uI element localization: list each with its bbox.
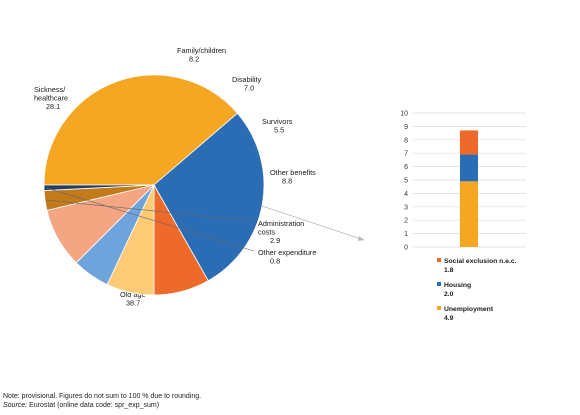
pie-label-family-children: Family/children 8.2 xyxy=(177,46,226,64)
pie-label-administration-costs: Administration costs 2.9 xyxy=(258,219,304,245)
pie-label-sickness-healthcare: Sickness/healthcare 28.1 xyxy=(34,85,68,111)
y-tick-label-1: 1 xyxy=(404,231,408,238)
stacked-bar-chart: 0 1 2 3 4 5 6 7 8 9 10 xyxy=(400,111,526,252)
y-tick-label-2: 2 xyxy=(404,218,408,225)
connector-arrowhead xyxy=(358,236,364,241)
bar-segment-unemployment xyxy=(460,181,478,247)
y-tick-label-10: 10 xyxy=(400,111,408,118)
legend-swatch-unemployment xyxy=(437,306,441,310)
y-tick-label-8: 8 xyxy=(404,137,408,144)
pie-label-other-benefits: Other benefits 8.8 xyxy=(270,168,316,186)
pie-label-other-expenditure: Other expenditure 0.8 xyxy=(258,248,316,266)
pie-chart: Old age 38.7 Sickness/healthcare 28.1 Family… xyxy=(34,46,316,308)
legend-value-housing: 2.0 xyxy=(444,291,454,298)
pie-leader-administration-costs xyxy=(47,199,255,222)
bar-segment-housing xyxy=(460,154,478,182)
y-tick-label-9: 9 xyxy=(404,124,408,131)
bar-segment-social-exclusion-n-e-c xyxy=(460,130,478,155)
pie-to-bar-connector xyxy=(261,205,365,241)
legend-name-social-exclusion-n-e-c: Social exclusion n.e.c. xyxy=(444,258,517,265)
bar-legend: Social exclusion n.e.c. 1.8 Housing 2.0 Unem… xyxy=(437,258,517,322)
legend-swatch-social-exclusion-n-e-c xyxy=(437,258,441,262)
legend-value-unemployment: 4.9 xyxy=(444,315,454,322)
y-tick-label-5: 5 xyxy=(404,178,408,185)
legend-name-unemployment: Unemployment xyxy=(444,306,494,313)
pie-label-old-age: Old age 38.7 xyxy=(120,290,146,308)
pie-slice-old-age xyxy=(43,74,238,186)
note-text: Note: provisional. Figures do not sum to… xyxy=(3,393,202,400)
source-line: Source: Eurostat (online data code: spr_… xyxy=(3,402,201,411)
y-tick-label-4: 4 xyxy=(404,191,408,198)
figure-notes: Note: provisional. Figures do not sum to… xyxy=(3,393,201,410)
pie-label-disability: Disability 7.0 xyxy=(232,75,262,93)
pie-slice-other-expenditure xyxy=(43,184,155,191)
y-tick-label-6: 6 xyxy=(404,164,408,171)
source-label: Source: xyxy=(3,401,28,409)
pie-leader-other-expenditure xyxy=(45,187,255,252)
y-tick-label-7: 7 xyxy=(404,151,408,158)
source-text: Eurostat (online data code: spr_exp_sum) xyxy=(27,401,160,409)
pie-label-survivors: Survivors 5.5 xyxy=(262,117,293,135)
connector-line xyxy=(261,205,365,241)
y-tick-label-0: 0 xyxy=(404,245,408,252)
legend-swatch-housing xyxy=(437,282,441,286)
y-tick-label-3: 3 xyxy=(404,204,408,211)
legend-value-social-exclusion-n-e-c: 1.8 xyxy=(444,267,454,274)
legend-name-housing: Housing xyxy=(444,282,471,289)
pie-slice-sickness-healthcare xyxy=(153,112,265,282)
